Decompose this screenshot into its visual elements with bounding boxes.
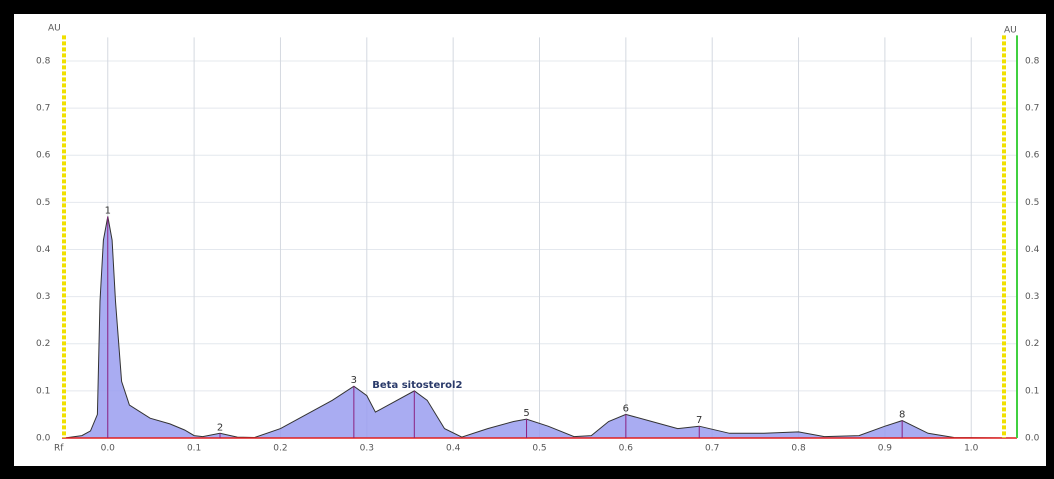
x-tick-label: 0.6 <box>619 444 634 454</box>
x-tick-label: 0.0 <box>101 444 116 454</box>
y2-axis-label: AU <box>1004 26 1017 36</box>
y2-tick-label: 0.6 <box>1025 151 1040 161</box>
x-axis-label: Rf <box>54 444 64 454</box>
y2-tick-label: 0.3 <box>1025 292 1039 302</box>
peak-label: 1 <box>105 205 111 216</box>
x-tick-label: 0.3 <box>360 444 374 454</box>
x-tick-label: 0.4 <box>446 444 461 454</box>
y2-tick-label: 0.7 <box>1025 104 1039 114</box>
y2-tick-label: 0.5 <box>1025 198 1039 208</box>
x-tick-label: 0.2 <box>273 444 287 454</box>
peak-label: 8 <box>899 410 905 421</box>
peak-label: 3 <box>351 375 357 386</box>
x-tick-label: 0.1 <box>187 444 201 454</box>
x-tick-label: 0.9 <box>878 444 893 454</box>
peak-label: 7 <box>696 415 702 426</box>
peak-label: Beta sitosterol2 <box>372 380 462 391</box>
y2-tick-label: 0.0 <box>1025 434 1040 444</box>
chart: AU AU Rf 0.0 0.0 0.1 0.1 0.2 0.2 0.3 0.3 0.4 0.4 0… <box>36 24 1040 454</box>
x-tick-label: 0.7 <box>705 444 719 454</box>
y-tick-label: 0.1 <box>36 386 50 396</box>
y-tick-label: 0.3 <box>36 292 50 302</box>
y-tick-label: 0.7 <box>36 104 50 114</box>
y-tick-label: 0.6 <box>36 151 51 161</box>
y2-tick-label: 0.8 <box>1025 56 1040 66</box>
y2-tick-label: 0.2 <box>1025 339 1039 349</box>
y-tick-label: 0.0 <box>36 434 51 444</box>
x-tick-label: 0.5 <box>532 444 546 454</box>
y2-tick-label: 0.4 <box>1025 245 1040 255</box>
y-tick-label: 0.5 <box>36 198 50 208</box>
y2-tick-label: 0.1 <box>1025 386 1039 396</box>
peak-label: 6 <box>623 403 629 414</box>
y-axis-label: AU <box>48 24 61 34</box>
peak-label: 2 <box>217 422 223 433</box>
x-tick-label: 1.0 <box>964 444 979 454</box>
y-tick-label: 0.2 <box>36 339 50 349</box>
peak-label: 5 <box>523 408 529 419</box>
panel: AU AU Rf 0.0 0.0 0.1 0.1 0.2 0.2 0.3 0.3 0.4 0.4 0… <box>14 14 1046 466</box>
y-tick-label: 0.4 <box>36 245 51 255</box>
x-tick-label: 0.8 <box>791 444 806 454</box>
density-curve <box>64 216 1015 439</box>
y-tick-label: 0.8 <box>36 56 51 66</box>
